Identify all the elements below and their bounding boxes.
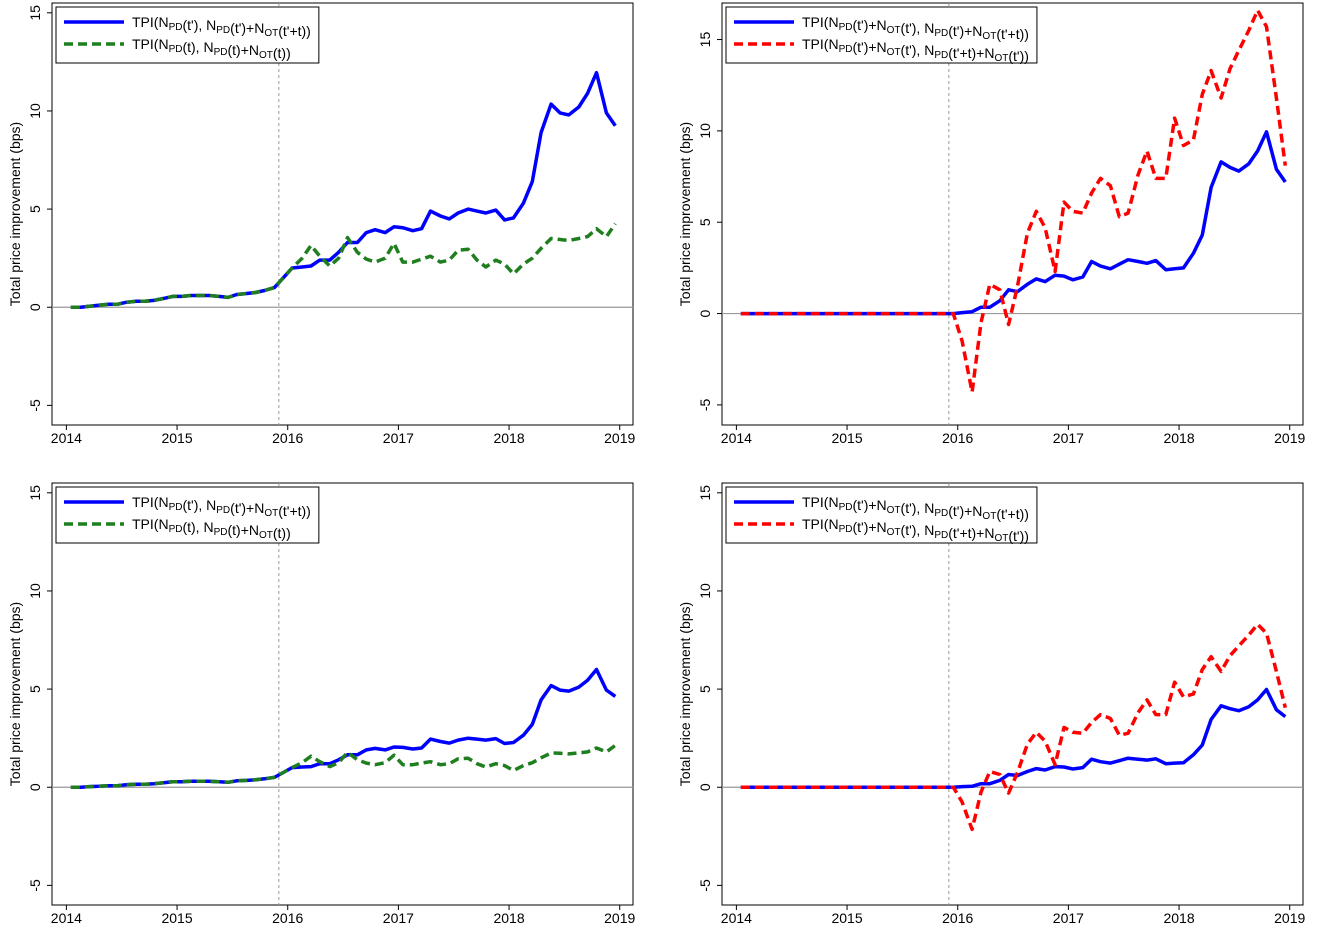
y-tick-label: 5: [27, 205, 43, 213]
y-tick-label: -5: [697, 398, 713, 411]
x-tick-label: 2018: [493, 910, 524, 926]
x-tick-label: 2017: [383, 430, 414, 446]
y-tick-label: 5: [697, 685, 713, 693]
y-tick-label: 10: [27, 583, 43, 599]
y-tick-label: 15: [697, 485, 713, 501]
legend-label: TPI(NPD(t')+NOT(t'), NPD(t')+NOT(t'+t)): [802, 14, 1029, 42]
y-tick-label: 10: [27, 103, 43, 119]
x-tick-label: 2015: [831, 430, 862, 446]
x-tick-label: 2016: [942, 430, 973, 446]
y-tick-label: -5: [27, 879, 43, 892]
x-tick-label: 2015: [161, 430, 192, 446]
x-tick-label: 2016: [272, 910, 303, 926]
panel: -5 0 5 10 15 2014 2015 2016 2017 2018 2019 Total pr…: [7, 482, 636, 926]
series-line: [70, 743, 617, 789]
y-axis-label: Total price improvement (bps): [7, 602, 23, 786]
y-tick-label: 15: [27, 5, 43, 21]
x-tick-label: 2017: [1053, 910, 1084, 926]
x-tick-label: 2019: [604, 910, 635, 926]
series-line: [740, 8, 1288, 394]
panel: -5 0 5 10 15 2014 2015 2016 2017 2018 2019 Total pr…: [677, 482, 1306, 926]
legend-label: TPI(NPD(t'), NPD(t')+NOT(t'+t)): [132, 14, 311, 39]
x-tick-label: 2018: [1163, 430, 1194, 446]
x-tick-label: 2016: [942, 910, 973, 926]
legend-label: TPI(NPD(t'), NPD(t')+NOT(t'+t)): [132, 494, 311, 519]
x-tick-label: 2017: [1053, 430, 1084, 446]
x-tick-label: 2016: [272, 430, 303, 446]
y-tick-label: 10: [697, 123, 713, 139]
y-tick-label: 0: [697, 309, 713, 317]
legend-box: [55, 486, 320, 544]
legend-label: TPI(NPD(t')+NOT(t'), NPD(t'+t)+NOT(t')): [802, 516, 1029, 544]
y-tick-label: -5: [27, 399, 43, 412]
y-tick-label: 0: [27, 783, 43, 791]
x-tick-label: 2017: [383, 910, 414, 926]
y-tick-label: 10: [697, 583, 713, 599]
x-tick-label: 2019: [604, 430, 635, 446]
plot-area: [51, 482, 634, 906]
legend-box: [725, 6, 1038, 64]
legend-box: [725, 486, 1038, 544]
y-tick-label: 5: [697, 218, 713, 226]
legend-label: TPI(NPD(t), NPD(t)+NOT(t)): [132, 516, 291, 541]
panel: -5 0 5 10 15 2014 2015 2016 2017 2018 2019 Total pr…: [677, 2, 1306, 446]
x-tick-label: 2018: [1163, 910, 1194, 926]
x-tick-label: 2015: [831, 910, 862, 926]
y-axis-label: Total price improvement (bps): [677, 602, 693, 786]
y-axis-label: Total price improvement (bps): [7, 122, 23, 306]
plot-area: [721, 482, 1304, 906]
panel: -5 0 5 10 15 2014 2015 2016 2017 2018 2019 Total pr…: [7, 2, 636, 446]
x-tick-label: 2019: [1274, 430, 1305, 446]
x-tick-label: 2018: [493, 430, 524, 446]
y-tick-label: 0: [27, 303, 43, 311]
legend-label: TPI(NPD(t')+NOT(t'), NPD(t'+t)+NOT(t')): [802, 36, 1029, 64]
y-tick-label: 15: [697, 32, 713, 48]
y-axis-label: Total price improvement (bps): [677, 122, 693, 306]
x-tick-label: 2014: [51, 430, 82, 446]
legend-box: [55, 6, 320, 64]
x-tick-label: 2014: [721, 430, 752, 446]
legend-label: TPI(NPD(t), NPD(t)+NOT(t)): [132, 36, 291, 61]
y-tick-label: 0: [697, 783, 713, 791]
series-line: [70, 222, 617, 309]
plot-area: [51, 2, 634, 426]
x-tick-label: 2015: [161, 910, 192, 926]
y-tick-label: 5: [27, 685, 43, 693]
y-tick-label: -5: [697, 879, 713, 892]
y-tick-label: 15: [27, 485, 43, 501]
series-line: [740, 622, 1287, 832]
legend-label: TPI(NPD(t')+NOT(t'), NPD(t')+NOT(t'+t)): [802, 494, 1029, 522]
x-tick-label: 2014: [51, 910, 82, 926]
plot-area: [721, 2, 1304, 426]
x-tick-label: 2019: [1274, 910, 1305, 926]
x-tick-label: 2014: [721, 910, 752, 926]
